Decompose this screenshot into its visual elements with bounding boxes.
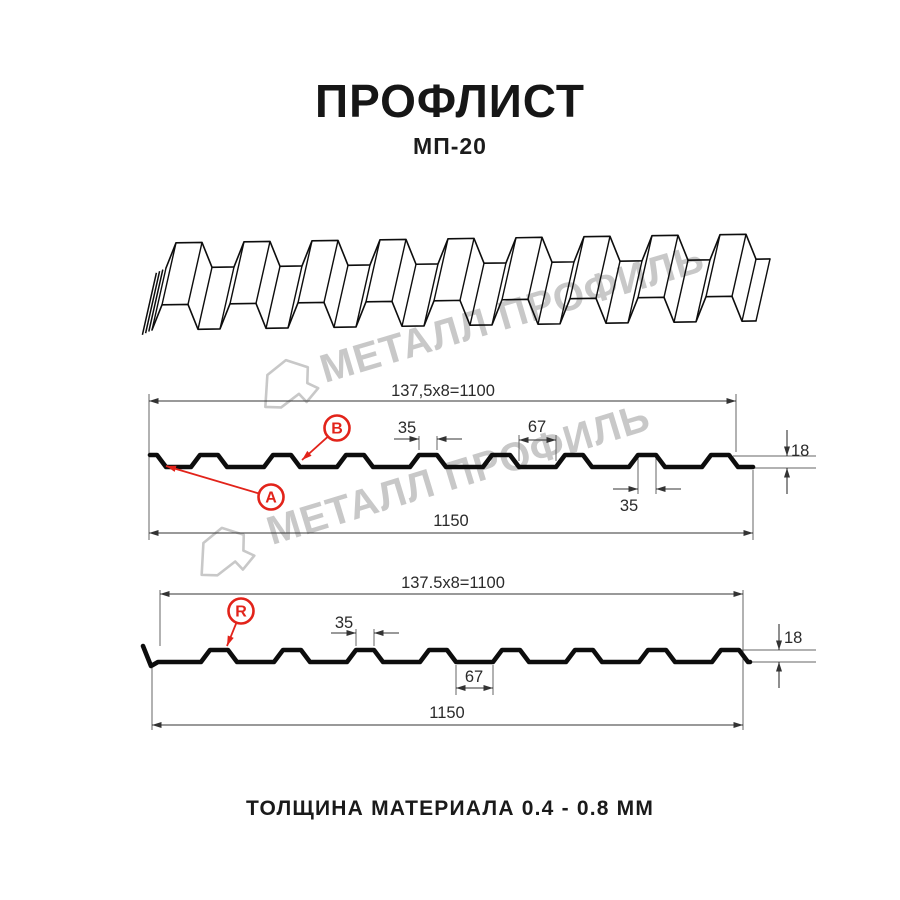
metall-profil-logo-icon <box>264 358 320 409</box>
metall-profil-logo-icon <box>200 526 256 577</box>
dim-overall-front: 1150 <box>433 512 468 530</box>
side-label-r-text: R <box>235 604 247 621</box>
zone-arrows <box>165 435 329 647</box>
cross-section-front-lines <box>147 394 816 540</box>
side-label-r: R <box>227 597 255 625</box>
dim-valley-reverse: 67 <box>465 668 483 686</box>
dim-rib-top-lower-front: 35 <box>620 497 638 515</box>
dim-height-front: 18 <box>791 442 809 460</box>
sheet-3d-fill <box>152 234 770 330</box>
sheet-3d-lines <box>141 233 771 335</box>
zone-label-a: A <box>257 483 285 511</box>
dim-pitch-front: 137,5x8=1100 <box>391 382 495 400</box>
thickness-note: ТОЛЩИНА МАТЕРИАЛА 0.4 - 0.8 ММ <box>245 797 655 820</box>
dim-overall-reverse: 1150 <box>429 704 464 722</box>
zone-label-b-text: B <box>331 421 343 438</box>
dim-height-reverse: 18 <box>784 629 802 647</box>
product-model: МП-20 <box>413 133 487 159</box>
zone-label-b: B <box>323 414 351 442</box>
dim-rib-top-front: 35 <box>398 419 416 437</box>
dim-rib-top-reverse: 35 <box>335 614 353 632</box>
cross-section-reverse-lines <box>140 590 816 730</box>
dim-pitch-reverse: 137.5x8=1100 <box>401 574 505 592</box>
watermark-lower: МЕТАЛЛ ПРОФИЛЬ <box>200 395 655 577</box>
page-title: ПРОФЛИСТ <box>315 75 585 127</box>
dim-valley-front: 67 <box>528 418 546 436</box>
zone-label-a-text: A <box>265 490 277 507</box>
